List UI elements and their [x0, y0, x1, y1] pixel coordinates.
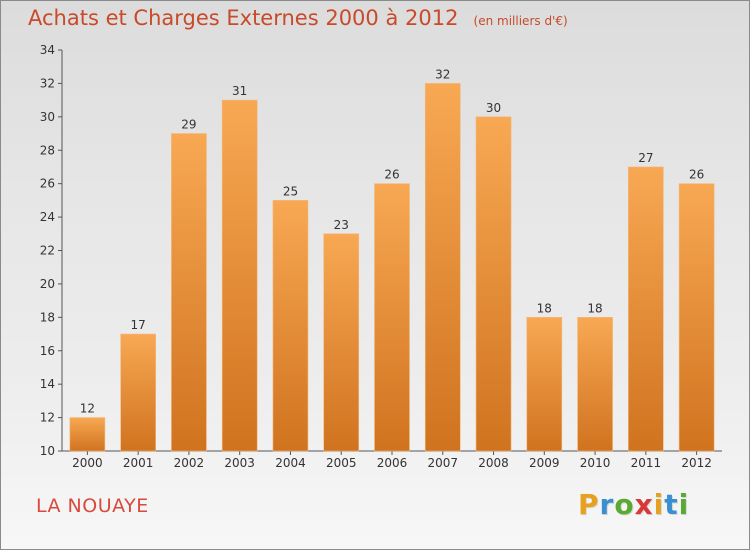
bar-value-label: 31	[232, 84, 247, 98]
bar-value-label: 17	[131, 318, 146, 332]
bars: 12 17 29 31 25 23 26 32 30 18 18 27 26	[69, 67, 715, 452]
bar-2007	[424, 83, 461, 452]
y-tick-label: 12	[40, 411, 55, 425]
y-axis: 10 12 14 16 18 20 22 24 26 28 30 32 34	[40, 43, 63, 458]
bar-value-label: 18	[587, 301, 602, 315]
y-tick-label: 16	[40, 344, 55, 358]
brand-logo-letter: t	[664, 488, 679, 521]
brand-logo-letter: x	[634, 488, 654, 521]
y-tick-label: 14	[40, 377, 55, 391]
x-tick-label: 2008	[478, 456, 509, 470]
y-tick-label: 32	[40, 76, 55, 90]
bar-2012	[678, 183, 715, 452]
bar-value-label: 12	[80, 402, 95, 416]
y-tick-label: 20	[40, 277, 55, 291]
x-axis: 2000 2001 2002 2003 2004 2005 2006 2007 2008 2009…	[62, 450, 722, 470]
x-tick-label: 2011	[631, 456, 662, 470]
bar-value-label: 25	[283, 184, 298, 198]
bar-value-label: 27	[638, 151, 653, 165]
bar-value-label: 18	[537, 301, 552, 315]
bar-value-label: 23	[334, 218, 349, 232]
x-tick-label: 2010	[580, 456, 611, 470]
brand-logo-letter: i	[678, 488, 690, 521]
brand-logo-letter: r	[599, 488, 615, 521]
bar-value-label: 26	[384, 168, 399, 182]
bar-value-label: 32	[435, 67, 450, 81]
x-tick-label: 2002	[174, 456, 205, 470]
brand-logo: Proxiti	[578, 488, 689, 521]
x-tick-label: 2000	[72, 456, 103, 470]
y-tick-label: 10	[40, 444, 55, 458]
bar-2000	[69, 417, 106, 452]
bar-value-label: 26	[689, 168, 704, 182]
y-tick-label: 18	[40, 310, 55, 324]
bar-2005	[323, 233, 360, 452]
x-tick-label: 2006	[377, 456, 408, 470]
chart-subtitle: (en milliers d'€)	[473, 14, 568, 28]
bar-2008	[475, 116, 512, 452]
brand-logo-letter: P	[578, 488, 600, 521]
x-tick-label: 2001	[123, 456, 154, 470]
y-tick-label: 22	[40, 244, 55, 258]
bar-2004	[272, 200, 309, 452]
chart-title: Achats et Charges Externes 2000 à 2012	[28, 6, 459, 30]
bar-2006	[374, 183, 410, 452]
commune-name: LA NOUAYE	[36, 495, 149, 517]
x-tick-label: 2005	[326, 456, 357, 470]
bar-2003	[221, 99, 258, 452]
x-tick-label: 2007	[427, 456, 458, 470]
y-tick-label: 34	[40, 43, 55, 57]
bar-2002	[171, 133, 207, 452]
y-tick-label: 26	[40, 177, 55, 191]
bar-value-label: 29	[181, 118, 196, 132]
chart-title-line: Achats et Charges Externes 2000 à 2012 (…	[28, 6, 568, 30]
x-tick-label: 2003	[224, 456, 255, 470]
brand-logo-letter: o	[614, 488, 635, 521]
bar-2011	[628, 166, 664, 452]
bar-2010	[577, 317, 613, 452]
bar-2001	[120, 333, 156, 452]
bar-2009	[526, 317, 563, 452]
brand-logo-letter: i	[653, 488, 665, 521]
y-tick-label: 30	[40, 110, 55, 124]
y-tick-label: 24	[40, 210, 55, 224]
x-tick-label: 2004	[275, 456, 306, 470]
y-tick-label: 28	[40, 143, 55, 157]
x-tick-label: 2009	[529, 456, 560, 470]
bar-value-label: 30	[486, 101, 501, 115]
x-tick-label: 2012	[681, 456, 712, 470]
